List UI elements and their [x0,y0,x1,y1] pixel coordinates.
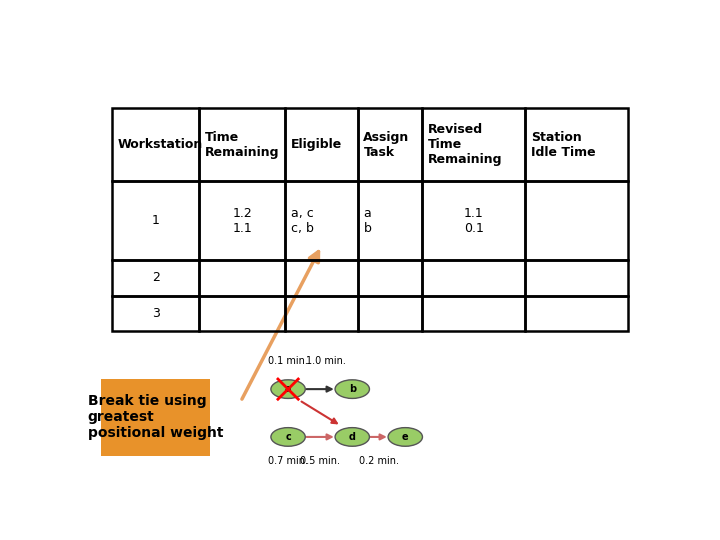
Text: a, c
c, b: a, c c, b [291,207,314,235]
Bar [358,181,422,260]
Bar [526,295,629,331]
Text: Station
Idle Time: Station Idle Time [531,131,595,159]
Bar [112,295,199,331]
Text: c: c [285,432,291,442]
Bar [285,295,358,331]
Text: Assign
Task: Assign Task [364,131,410,159]
Text: 1.1
0.1: 1.1 0.1 [464,207,484,235]
Ellipse shape [271,380,305,399]
Bar [285,181,358,260]
Text: Eligible: Eligible [291,138,342,151]
Bar [526,181,629,260]
Bar [285,109,358,181]
Bar [526,109,629,181]
Text: 3: 3 [152,307,160,320]
Bar [422,109,526,181]
Ellipse shape [335,428,369,446]
Text: 1: 1 [152,214,160,227]
Bar [422,181,526,260]
Ellipse shape [335,380,369,399]
Text: a: a [285,384,292,394]
Text: 0.1 min.: 0.1 min. [268,356,308,366]
Text: e: e [402,432,408,442]
Bar [526,260,629,295]
Bar [422,260,526,295]
Text: Workstation: Workstation [118,138,203,151]
FancyBboxPatch shape [101,379,210,456]
Bar [112,260,199,295]
Bar [358,260,422,295]
Ellipse shape [388,428,423,446]
Text: 1.0 min.: 1.0 min. [306,356,346,366]
Text: Revised
Time
Remaining: Revised Time Remaining [428,123,502,166]
Bar [199,260,285,295]
Text: 0.7 min.: 0.7 min. [268,456,308,465]
Text: 0.2 min.: 0.2 min. [359,456,399,465]
Bar [199,109,285,181]
Text: d: d [348,432,356,442]
Bar [112,181,199,260]
Ellipse shape [271,428,305,446]
Bar [358,109,422,181]
Bar [199,181,285,260]
Text: 0.5 min.: 0.5 min. [300,456,340,465]
Text: Break tie using
greatest
positional weight: Break tie using greatest positional weig… [88,394,223,441]
Bar [112,109,199,181]
Text: b: b [348,384,356,394]
Text: 2: 2 [152,272,160,285]
Text: 1.2
1.1: 1.2 1.1 [232,207,252,235]
Text: a
b: a b [364,207,372,235]
Bar [285,260,358,295]
Bar [199,295,285,331]
Bar [358,295,422,331]
Text: Time
Remaining: Time Remaining [204,131,279,159]
Bar [422,295,526,331]
